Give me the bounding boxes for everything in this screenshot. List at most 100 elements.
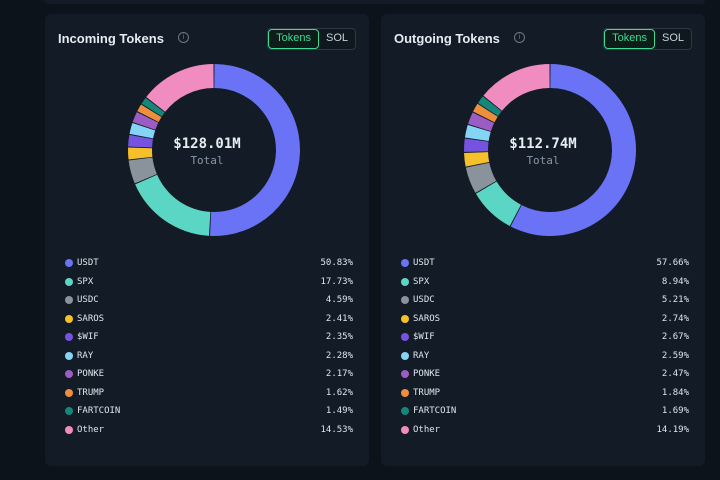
legend-token-name: Other — [413, 424, 441, 435]
legend-percentage: 1.84% — [661, 387, 689, 398]
toggle-tokens-option[interactable]: Tokens — [268, 29, 319, 49]
legend-color-dot — [65, 351, 73, 360]
legend-percentage: 8.94% — [661, 276, 689, 287]
legend-token-name: USDC — [413, 295, 435, 305]
legend-item: PONKE 2.47% — [401, 368, 689, 387]
legend-token-name: $WIF — [413, 332, 435, 342]
legend-item: $WIF 2.35% — [65, 331, 353, 350]
legend-token-name: PONKE — [413, 369, 441, 379]
donut-slice-spx[interactable] — [475, 181, 521, 226]
legend-item: SAROS 2.74% — [401, 313, 689, 332]
legend-item: $WIF 2.67% — [401, 331, 689, 350]
legend-color-dot — [65, 333, 73, 341]
toggle-sol-option[interactable]: SOL — [325, 32, 348, 44]
unit-toggle: Tokens SOL — [603, 28, 692, 50]
legend-item: USDT 50.83% — [65, 257, 353, 276]
donut-slice-fartcoin[interactable] — [478, 96, 502, 117]
legend-item: RAY 2.28% — [65, 350, 353, 369]
legend-percentage: 2.41% — [325, 313, 353, 324]
legend-token-name: RAY — [77, 350, 94, 361]
donut-slice-trump[interactable] — [473, 103, 498, 123]
donut-slice-ray[interactable] — [464, 124, 491, 142]
info-icon[interactable]: i — [514, 32, 525, 43]
legend-item: SPX 17.73% — [65, 276, 353, 295]
legend-percentage: 14.53% — [320, 424, 353, 435]
legend-color-dot — [65, 296, 73, 304]
toggle-tokens-option[interactable]: Tokens — [604, 29, 655, 49]
legend-color-dot — [65, 314, 73, 323]
legend-color-dot — [401, 425, 409, 434]
donut-slice-ray[interactable] — [129, 122, 156, 139]
total-label: Total — [526, 154, 560, 167]
legend-percentage: 2.17% — [325, 369, 353, 379]
legend-color-dot — [65, 277, 73, 286]
legend-percentage: 14.19% — [656, 424, 689, 435]
total-value: $128.01M — [173, 136, 241, 152]
outgoing-tokens-card: Outgoing Tokens i Tokens SOL $112.74M To… — [381, 14, 705, 466]
donut-slice-ponke[interactable] — [132, 112, 159, 130]
donut-slice-other[interactable] — [483, 64, 550, 111]
legend-token-name: TRUMP — [77, 387, 105, 398]
legend-token-name: FARTCOIN — [413, 406, 457, 416]
legend-item: SAROS 2.41% — [65, 313, 353, 332]
top-panel-edge — [44, 0, 705, 4]
legend-color-dot — [65, 370, 73, 378]
legend-color-dot — [65, 388, 73, 397]
legend-percentage: 2.59% — [661, 350, 689, 361]
legend-color-dot — [65, 407, 73, 415]
legend-percentage: 2.28% — [325, 350, 353, 361]
donut-chart — [464, 64, 636, 236]
legend-color-dot — [401, 277, 409, 286]
legend-color-dot — [401, 407, 409, 415]
legend-item: PONKE 2.17% — [65, 368, 353, 387]
legend-token-name: $WIF — [77, 332, 99, 342]
card-title: Outgoing Tokens — [394, 31, 500, 46]
legend-color-dot — [401, 388, 409, 397]
legend-token-name: TRUMP — [413, 387, 441, 398]
unit-toggle: Tokens SOL — [267, 28, 356, 50]
legend-percentage: 2.35% — [325, 332, 353, 342]
legend: USDT 57.66% SPX 8.94% USDC 5.21% SAROS 2.74% $WI… — [401, 257, 689, 442]
total-value: $112.74M — [509, 136, 577, 152]
legend-item: TRUMP 1.62% — [65, 387, 353, 406]
legend-item: FARTCOIN 1.49% — [65, 405, 353, 424]
donut-slice-saros[interactable] — [128, 147, 153, 160]
donut-slice-other[interactable] — [146, 64, 214, 112]
legend-item: USDC 4.59% — [65, 294, 353, 313]
legend-percentage: 1.62% — [325, 387, 353, 398]
donut-slice-usdt[interactable] — [510, 64, 636, 236]
donut-slice-trump[interactable] — [137, 104, 162, 123]
legend-token-name: SPX — [77, 276, 94, 287]
legend-item: USDC 5.21% — [401, 294, 689, 313]
incoming-tokens-card: Incoming Tokens i Tokens SOL $128.01M To… — [45, 14, 369, 466]
donut-slice-wif[interactable] — [128, 134, 153, 148]
legend-percentage: 57.66% — [656, 258, 689, 268]
card-header: Outgoing Tokens i Tokens SOL — [394, 28, 692, 50]
legend-item: FARTCOIN 1.69% — [401, 405, 689, 424]
legend-color-dot — [401, 370, 409, 378]
donut-slice-ponke[interactable] — [468, 112, 495, 132]
info-icon[interactable]: i — [178, 32, 189, 43]
legend-percentage: 4.59% — [325, 295, 353, 305]
legend-item: RAY 2.59% — [401, 350, 689, 369]
legend-item: SPX 8.94% — [401, 276, 689, 295]
legend-token-name: PONKE — [77, 369, 105, 379]
legend-color-dot — [401, 333, 409, 341]
donut-slice-spx[interactable] — [135, 174, 211, 236]
legend-percentage: 50.83% — [320, 258, 353, 268]
legend-color-dot — [401, 351, 409, 360]
legend-token-name: FARTCOIN — [77, 406, 121, 416]
toggle-sol-option[interactable]: SOL — [661, 32, 684, 44]
donut-slice-fartcoin[interactable] — [141, 97, 165, 117]
legend-color-dot — [401, 259, 409, 267]
legend-item: USDT 57.66% — [401, 257, 689, 276]
donut-slice-usdc[interactable] — [465, 162, 497, 193]
donut-slice-usdt[interactable] — [210, 64, 301, 237]
legend-percentage: 17.73% — [320, 276, 353, 287]
legend-token-name: USDT — [77, 258, 99, 268]
legend-token-name: USDC — [77, 295, 99, 305]
donut-slice-saros[interactable] — [464, 152, 490, 167]
donut-chart — [128, 64, 301, 237]
donut-slice-wif[interactable] — [464, 138, 489, 152]
donut-slice-usdc[interactable] — [128, 157, 157, 184]
